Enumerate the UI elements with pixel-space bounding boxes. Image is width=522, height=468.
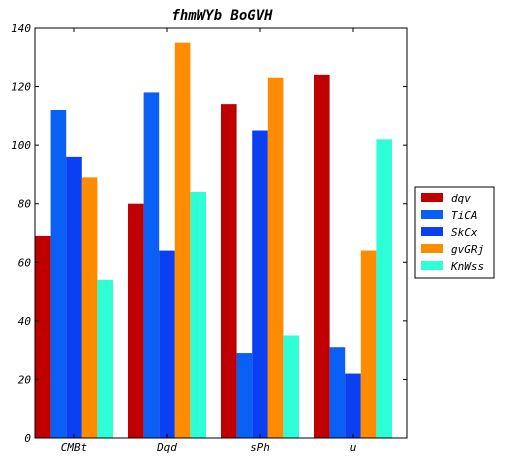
legend: dqv TiCA SkCx gvGRj KnWss [414,186,495,279]
bar-TiCA-Dqd [143,92,160,439]
chart-title: fhmWYb BoGVH [171,8,273,24]
x-tick-label: sPh [250,441,270,454]
legend-label-dqv: dqv [451,192,471,205]
y-tick-label: 140 [11,22,31,35]
bar-SkCx-sPh [252,130,268,438]
y-tick-label: 20 [18,373,32,386]
y-tick-label: 120 [11,81,31,94]
y-tick-label: 60 [18,256,32,269]
bar-TiCA-sPh [236,353,253,438]
bar-SkCx-CMBt [66,156,82,439]
legend-label-gvGRj: gvGRj [451,243,484,256]
y-tick-label: 0 [24,432,31,445]
legend-swatch-TiCA [421,210,443,219]
legend-label-SkCx: SkCx [451,226,478,239]
legend-swatch-KnWss [421,261,443,270]
y-tick-label: 40 [18,315,32,328]
legend-label-TiCA: TiCA [451,209,478,222]
x-tick-label: u [350,441,357,454]
axes-layer: 0 20 40 60 80 100 120 140 CMBt Dqd sPh u [11,22,408,454]
x-tick-label: Dqd [156,441,177,454]
bar-TiCA-u [329,347,346,438]
bar-TiCA-CMBt [50,110,67,438]
bar-gvGRj-Dqd [174,42,191,438]
bar-KnWss-sPh [283,335,299,438]
legend-swatch-dqv [421,193,443,202]
bar-KnWss-CMBt [97,279,113,438]
bar-KnWss-u [376,139,392,439]
bar-SkCx-u [345,373,361,438]
bar-dqv-Dqd [128,203,144,438]
y-tick-label: 100 [11,139,31,152]
bar-gvGRj-u [360,250,377,438]
bar-dqv-u [314,74,330,439]
legend-swatch-SkCx [421,227,443,236]
legend-label-KnWss: KnWss [450,260,484,273]
bar-gvGRj-sPh [267,77,284,438]
bars-layer [35,42,392,439]
bar-dqv-CMBt [35,235,51,438]
x-tick-label: CMBt [61,441,88,454]
bar-gvGRj-CMBt [81,177,98,439]
bar-KnWss-Dqd [190,192,206,438]
legend-swatch-gvGRj [421,244,443,253]
bar-dqv-sPh [221,104,237,438]
bar-SkCx-Dqd [159,250,175,438]
y-tick-label: 80 [18,198,32,211]
plot-frame [34,27,408,439]
